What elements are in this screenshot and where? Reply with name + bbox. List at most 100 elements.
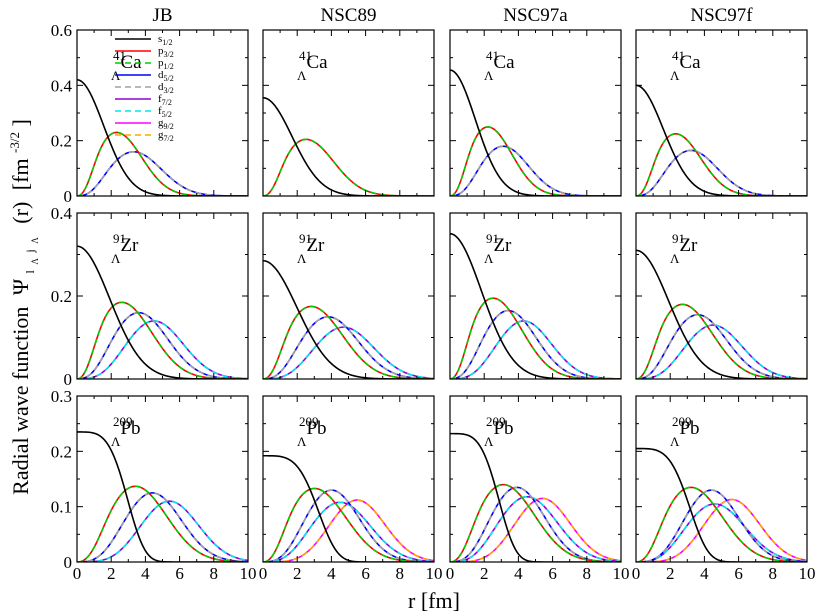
curve-p-1-2 <box>636 303 807 379</box>
nucleus-label: 41 ΛCa <box>297 48 328 83</box>
y-tick-label: 0 <box>64 370 73 389</box>
nucleus-mass: 41 <box>672 48 685 63</box>
curve-p-3-2 <box>450 297 621 379</box>
x-tick-label: 0 <box>73 564 82 583</box>
x-tick-label: 6 <box>361 564 370 583</box>
curve-d-5-2 <box>263 315 434 379</box>
y-tick-label: 0 <box>64 553 73 572</box>
curve-g-7-2 <box>636 498 807 562</box>
nucleus-lambda: Λ <box>484 68 494 83</box>
curve-d-5-2 <box>77 150 248 196</box>
nucleus-lambda: Λ <box>297 68 307 83</box>
curve-p-3-2 <box>636 303 807 379</box>
x-tick-label: 2 <box>666 564 675 583</box>
nucleus-label: 91 ΛZr <box>484 231 512 266</box>
y-axis-label-sub-lambda1: Λ <box>30 258 40 265</box>
x-tick-label: 6 <box>175 564 184 583</box>
panel-pb-nsc97a: 0 2 4 6 8 10 209 ΛPb <box>446 395 630 583</box>
curve-s-1-2 <box>636 249 807 379</box>
y-axis-label-unit-exp: -3/2 <box>7 132 22 153</box>
y-tick-label: 0 <box>64 187 73 206</box>
panel-zr-jb: 0 0.2 0.4 91 ΛZr <box>51 204 249 389</box>
curve-f-5-2 <box>636 503 807 562</box>
nucleus-mass: 209 <box>486 414 506 429</box>
legend-label-d-5-2: d5/2 <box>158 69 174 83</box>
nucleus-mass: 91 <box>486 231 499 246</box>
column-titles: JB NSC89 NSC97a NSC97f <box>152 5 753 26</box>
curve-f-5-2 <box>263 326 434 379</box>
curve-d-5-2 <box>450 145 621 196</box>
nucleus-symbol: Pb <box>679 418 699 439</box>
curve-g-9-2 <box>263 499 434 562</box>
nucleus-mass: 209 <box>672 414 692 429</box>
x-tick-label: 6 <box>548 564 557 583</box>
x-axis-label: r [fm] <box>408 588 460 613</box>
curve-p-1-2 <box>263 138 434 196</box>
curve-g-7-2 <box>450 497 621 562</box>
x-tick-label: 6 <box>734 564 743 583</box>
curve-d-3-2 <box>636 489 807 562</box>
nucleus-mass: 91 <box>672 231 685 246</box>
nucleus-symbol: Pb <box>306 418 326 439</box>
y-tick-label: 0.3 <box>51 387 72 406</box>
y-tick-label: 0.4 <box>51 76 73 95</box>
legend-label-f-7-2: f7/2 <box>158 93 172 107</box>
curve-p-1-2 <box>450 126 621 196</box>
x-tick-label: 2 <box>480 564 489 583</box>
x-tick-label: 10 <box>799 564 816 583</box>
curve-d-3-2 <box>636 149 807 196</box>
panel-frame <box>262 29 435 197</box>
nucleus-symbol: Zr <box>493 235 512 256</box>
nucleus-mass: 91 <box>299 231 312 246</box>
column-title-nsc97a: NSC97a <box>503 5 568 26</box>
curve-s-1-2 <box>263 96 434 196</box>
nucleus-lambda: Λ <box>111 251 121 266</box>
curve-d-3-2 <box>263 315 434 379</box>
curve-s-1-2 <box>77 245 248 379</box>
curve-d-3-2 <box>77 492 248 562</box>
nucleus-symbol: Ca <box>493 52 515 73</box>
curve-f-5-2 <box>77 320 248 379</box>
legend-label-f-5-2: f5/2 <box>158 105 172 119</box>
curve-p-3-2 <box>77 131 248 196</box>
nucleus-label: 209 ΛPb <box>297 414 327 449</box>
curve-f-5-2 <box>450 495 621 562</box>
panel-frame <box>635 212 808 380</box>
curve-s-1-2 <box>263 454 434 562</box>
x-tick-label: 10 <box>426 564 443 583</box>
nucleus-lambda: Λ <box>484 434 494 449</box>
panel-ca-jb: 00.20.40.641ΛCas1/2p3/2p1/2d5/2d3/2f7/2f… <box>51 21 249 206</box>
curve-s-1-2 <box>450 69 621 196</box>
y-axis-label-psi: Ψ <box>8 278 33 295</box>
nucleus-lambda: Λ <box>670 251 680 266</box>
y-axis-label-unit-close: ] <box>8 119 33 126</box>
curve-f-5-2 <box>636 324 807 379</box>
nucleus-symbol: Zr <box>306 235 325 256</box>
nucleus-mass: 91 <box>113 231 126 246</box>
nucleus-mass: 209 <box>113 414 133 429</box>
nucleus-lambda: Λ <box>484 251 494 266</box>
curve-s-1-2 <box>450 232 621 379</box>
y-tick-label: 0.4 <box>51 204 73 223</box>
nucleus-symbol: Ca <box>306 52 328 73</box>
y-tick-label: 0.2 <box>51 442 72 461</box>
nucleus-label: 91 ΛZr <box>670 231 698 266</box>
nucleus-mass: 41 <box>486 48 499 63</box>
x-tick-label: 8 <box>396 564 405 583</box>
legend-label-g-9-2: g9/2 <box>158 117 174 131</box>
x-tick-label: 8 <box>583 564 592 583</box>
nucleus-lambda: Λ <box>297 251 307 266</box>
curve-p-1-2 <box>77 301 248 379</box>
panel-pb-nsc97f: 0 2 4 6 8 10 209 ΛPb <box>632 395 816 583</box>
curve-p-1-2 <box>77 131 248 196</box>
curve-p-3-2 <box>263 138 434 196</box>
nucleus-label: 209 ΛPb <box>670 414 700 449</box>
panel-zr-nsc97a: 91 ΛZr <box>449 212 622 380</box>
curve-p-3-2 <box>450 483 621 562</box>
curve-p-1-2 <box>77 485 248 562</box>
panel-frame <box>262 212 435 380</box>
svg-text:Radial wave function Ψ: Radial wave function Ψ l Λ j Λ (r) [fm -… <box>0 119 43 495</box>
curve-f-7-2 <box>450 320 621 379</box>
curve-d-3-2 <box>450 145 621 196</box>
y-tick-label: 0.6 <box>51 21 72 40</box>
